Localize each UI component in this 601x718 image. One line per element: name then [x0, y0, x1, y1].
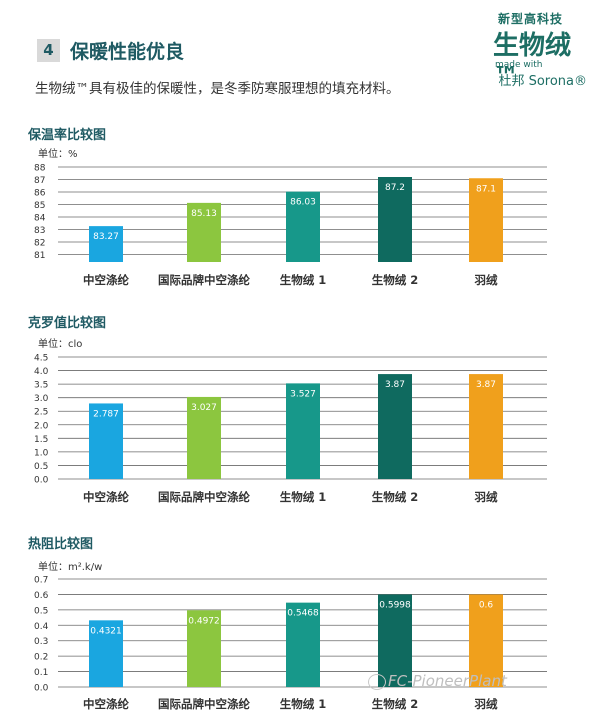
bar [187, 202, 221, 262]
category-label: 生物绒 1 [280, 490, 327, 504]
y-tick-label: 0.7 [34, 576, 48, 586]
chart-title: 热阻比较图 [28, 537, 94, 552]
y-tick-label: 0.5 [34, 462, 48, 472]
category-label: 国际品牌中空涤纶 [158, 490, 250, 504]
y-tick-label: 2.0 [34, 421, 49, 431]
y-tick-label: 86 [34, 189, 46, 199]
category-label: 中空涤纶 [83, 490, 129, 504]
data-label: 83.27 [93, 232, 119, 242]
category-label: 生物绒 1 [280, 697, 327, 711]
category-label: 生物绒 2 [372, 273, 419, 287]
y-tick-label: 0.3 [34, 637, 48, 647]
bar [286, 191, 320, 262]
data-label: 0.5468 [287, 609, 319, 619]
section-title: 保暖性能优良 [70, 41, 185, 63]
y-tick-label: 2.5 [34, 408, 48, 418]
data-label: 86.03 [290, 198, 316, 208]
category-label: 生物绒 2 [372, 697, 419, 711]
bar [89, 403, 123, 479]
brand-logo: 新型高科技 生物绒™ made with 杜邦 Sorona® [493, 8, 589, 92]
chart-unit: 单位：% [38, 149, 78, 160]
data-label: 85.13 [191, 209, 217, 219]
y-tick-label: 3.0 [34, 394, 49, 404]
brand-sorona: 杜邦 Sorona® [498, 74, 587, 89]
wechat-icon [368, 674, 386, 690]
chart-svg: 4.5 4.0 3.5 3.0 2.5 2.0 1.5 1.0 0.5 0.0 2.787 中空涤纶 3… [34, 354, 547, 504]
data-label: 2.787 [93, 409, 119, 419]
data-label: 3.027 [191, 403, 217, 413]
chart-svg: 88 87 86 85 84 83 82 81 83.27 中空涤纶 85.13 国际品牌中空涤纶 86… [34, 164, 547, 287]
data-label: 3.527 [290, 389, 316, 399]
bar [378, 177, 412, 262]
data-label: 0.6 [479, 600, 494, 610]
y-tick-label: 81 [34, 251, 45, 261]
category-label: 羽绒 [475, 490, 498, 504]
data-label: 0.4321 [90, 626, 122, 636]
y-tick-label: 88 [34, 164, 46, 174]
y-tick-label: 1.0 [34, 448, 49, 458]
data-label: 3.87 [476, 380, 496, 390]
brand-name: 生物绒™ [493, 31, 572, 92]
bar [469, 178, 503, 262]
y-tick-label: 83 [34, 226, 45, 236]
bar [187, 610, 221, 687]
intro-text: 生物绒™具有极佳的保暖性，是冬季防寒服理想的填充材料。 [35, 81, 400, 97]
brand-tagline: 新型高科技 [497, 12, 563, 26]
y-tick-label: 3.5 [34, 381, 48, 391]
y-tick-label: 87 [34, 176, 45, 186]
watermark: FC-PioneerPlant [388, 672, 507, 690]
bar [286, 602, 320, 687]
y-tick-label: 0.6 [34, 591, 49, 601]
y-tick-label: 84 [34, 214, 46, 224]
category-label: 生物绒 2 [372, 490, 419, 504]
data-label: 3.87 [385, 380, 405, 390]
chart-title: 克罗值比较图 [28, 316, 107, 331]
y-tick-label: 4.5 [34, 354, 48, 364]
data-label: 87.2 [385, 183, 405, 193]
y-tick-label: 0.0 [34, 684, 49, 694]
category-label: 中空涤纶 [83, 273, 129, 287]
y-tick-label: 0.0 [34, 476, 49, 486]
chart-unit: 单位：m².k/w [38, 562, 103, 573]
bar [469, 374, 503, 479]
y-tick-label: 0.4 [34, 622, 49, 632]
y-tick-label: 0.5 [34, 606, 48, 616]
category-label: 国际品牌中空涤纶 [158, 273, 250, 287]
data-label: 87.1 [476, 184, 496, 194]
chart-unit: 单位：clo [38, 339, 83, 350]
bar [89, 620, 123, 687]
category-label: 中空涤纶 [83, 697, 129, 711]
page-header: 4 保暖性能优良 生物绒™具有极佳的保暖性，是冬季防寒服理想的填充材料。 新型高… [0, 0, 601, 110]
category-label: 国际品牌中空涤纶 [158, 697, 250, 711]
bar [378, 594, 412, 687]
y-tick-label: 0.1 [34, 668, 48, 678]
category-label: 羽绒 [475, 273, 498, 287]
bar [89, 226, 123, 262]
y-tick-label: 82 [34, 239, 45, 249]
y-tick-label: 85 [34, 201, 45, 211]
y-tick-label: 4.0 [34, 367, 49, 377]
category-label: 生物绒 1 [280, 273, 327, 287]
data-label: 0.4972 [188, 616, 220, 626]
y-tick-label: 0.2 [34, 653, 48, 663]
bar [286, 383, 320, 479]
bar [187, 396, 221, 479]
data-label: 0.5998 [379, 600, 411, 610]
chart-title: 保温率比较图 [28, 128, 107, 143]
bar [378, 374, 412, 479]
brand-made-with: made with [495, 60, 543, 70]
bar [469, 594, 503, 687]
category-label: 羽绒 [475, 697, 498, 711]
section-number: 4 [37, 39, 60, 62]
y-tick-label: 1.5 [34, 435, 48, 445]
